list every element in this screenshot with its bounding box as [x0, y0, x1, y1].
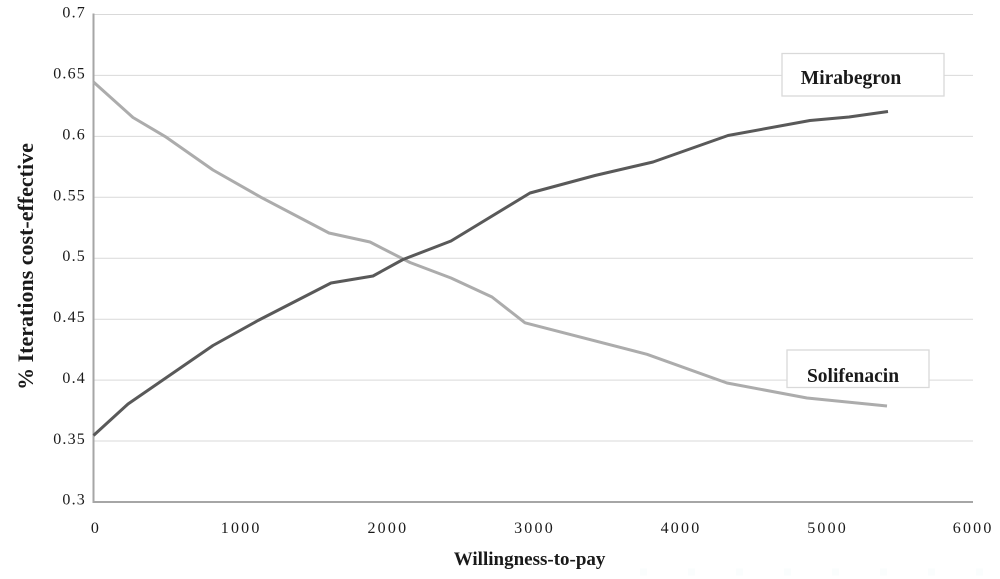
svg-text:0.65: 0.65: [53, 65, 86, 82]
svg-text:0.3: 0.3: [62, 492, 86, 509]
svg-text:Mirabegron: Mirabegron: [801, 68, 902, 89]
svg-text:0.6: 0.6: [62, 126, 86, 143]
svg-text:0.4: 0.4: [62, 370, 86, 387]
svg-text:4000: 4000: [661, 520, 702, 537]
svg-text:5000: 5000: [807, 520, 848, 537]
svg-text:6000: 6000: [953, 520, 994, 537]
svg-text:Willingness-to-pay: Willingness-to-pay: [454, 549, 606, 570]
svg-text:3000: 3000: [514, 520, 555, 537]
svg-text:0.35: 0.35: [53, 431, 86, 448]
svg-text:0.7: 0.7: [62, 5, 86, 22]
svg-text:Solifenacin: Solifenacin: [807, 366, 899, 387]
svg-text:% Iterations cost-effective: % Iterations cost-effective: [13, 143, 38, 390]
svg-text:1000: 1000: [221, 520, 262, 537]
svg-text:0: 0: [91, 520, 101, 537]
svg-text:2000: 2000: [367, 520, 408, 537]
svg-text:0.45: 0.45: [53, 309, 86, 326]
svg-text:0.55: 0.55: [53, 187, 86, 204]
svg-text:0.5: 0.5: [62, 248, 86, 265]
